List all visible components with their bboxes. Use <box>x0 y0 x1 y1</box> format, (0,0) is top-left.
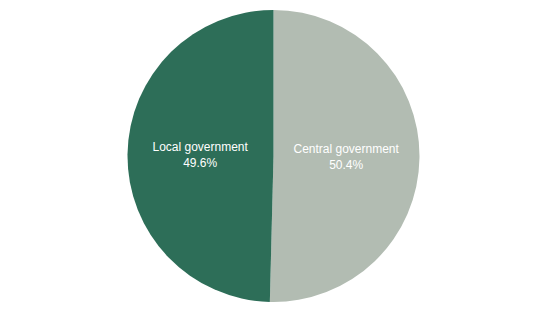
svg-text:Central government50.4%: Central government50.4% <box>293 142 399 172</box>
svg-text:Local government49.6%: Local government49.6% <box>152 140 248 170</box>
